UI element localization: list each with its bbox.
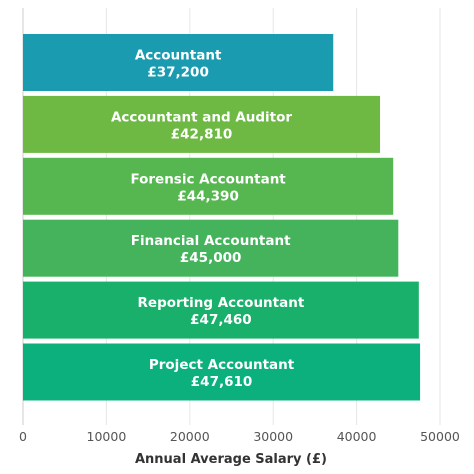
bar (23, 219, 399, 277)
bar-value-label: £37,200 (147, 65, 209, 81)
bar (23, 95, 381, 153)
x-tick-label: 0 (19, 429, 27, 444)
bar-value-label: £42,810 (171, 126, 233, 142)
bar-category-label: Accountant (135, 48, 222, 64)
x-tick-label: 50000 (420, 429, 460, 444)
x-tick-label: 10000 (87, 429, 127, 444)
bar-value-label: £47,460 (190, 312, 252, 328)
bar (23, 157, 394, 215)
bar-value-label: £44,390 (177, 188, 239, 204)
bar (23, 281, 419, 339)
x-tick-label: 20000 (170, 429, 210, 444)
bar-value-label: £45,000 (180, 250, 242, 266)
x-tick-labels: 0 10000 20000 30000 40000 50000 (19, 429, 460, 444)
bar-value-label: £47,610 (191, 374, 253, 390)
x-tick-label: 30000 (253, 429, 293, 444)
bar-category-label: Accountant and Auditor (111, 109, 292, 125)
x-axis-title: Annual Average Salary (£) (135, 452, 327, 467)
bar (23, 34, 334, 91)
x-tick-label: 40000 (337, 429, 377, 444)
bar-category-label: Project Accountant (149, 357, 295, 373)
bar-category-label: Financial Accountant (131, 233, 291, 249)
bar-category-label: Reporting Accountant (138, 295, 305, 311)
bar-category-label: Forensic Accountant (130, 171, 286, 187)
bar (23, 343, 421, 401)
